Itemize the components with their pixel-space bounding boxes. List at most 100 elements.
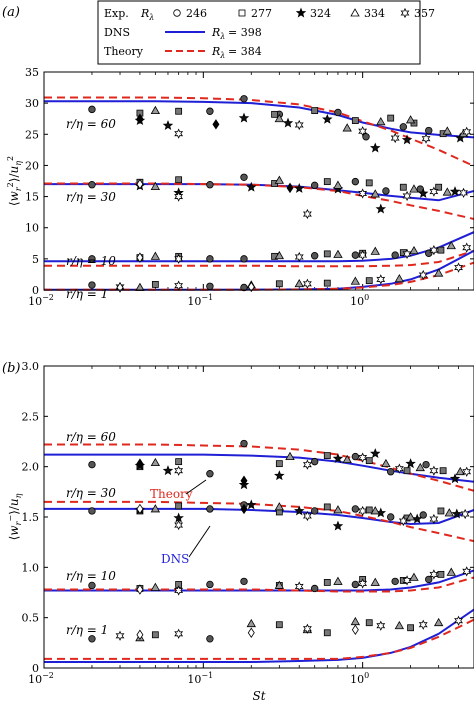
exp-point-277 [365, 277, 373, 285]
dns-curve [44, 608, 474, 663]
xtick-label: 10−1 [187, 671, 213, 686]
exp-point-357 [459, 187, 469, 198]
exp-point-334 [433, 268, 444, 277]
exp-point-246 [240, 255, 248, 263]
exp-point-357 [390, 132, 400, 144]
exp-point-334 [150, 251, 161, 260]
exp-point-277 [365, 179, 373, 187]
exp-point-334 [333, 180, 343, 189]
exp-point-diamond [136, 584, 144, 595]
exp-point-246 [240, 173, 248, 181]
exp-point-277 [323, 250, 331, 258]
exp-point-357 [294, 119, 304, 131]
legend-theory-value: = 384 [228, 45, 262, 58]
exp-point-246 [351, 505, 360, 513]
exp-point-334 [370, 577, 380, 586]
exp-point-246 [88, 635, 96, 643]
exp-point-277 [311, 107, 319, 115]
curve-label: r/η = 1 [66, 623, 108, 637]
exp-point-246 [88, 181, 96, 189]
exp-point-357 [174, 465, 184, 476]
theory-curve [44, 249, 474, 268]
legend-marker-246 [173, 9, 181, 17]
exp-point-246 [386, 468, 395, 476]
exp-point-324 [401, 134, 413, 145]
exp-point-277 [323, 503, 331, 511]
exp-point-246 [206, 107, 214, 115]
exp-point-277 [275, 621, 283, 629]
xtick-base: 10 [187, 295, 201, 308]
exp-point-357 [394, 463, 404, 474]
xtick-label: 10−2 [28, 293, 54, 308]
legend-marker-277 [238, 9, 246, 17]
exp-point-357 [358, 452, 368, 463]
exp-point-277 [175, 502, 183, 510]
legend-exp-R-sub: λ [148, 13, 154, 22]
exp-point-277 [151, 631, 159, 639]
curve-label: r/η = 10 [66, 254, 116, 268]
exp-point-diamond [116, 282, 124, 293]
panel-a-points [88, 95, 472, 293]
ytick-label: 15 [25, 191, 39, 204]
ytick-label: 20 [25, 159, 39, 172]
exp-point-324 [294, 182, 305, 193]
annotation-theory-pointer [185, 479, 207, 495]
panel-b-annotations: Theory DNS [150, 479, 211, 566]
exp-point-277 [365, 457, 373, 465]
xtick-exponent: −1 [201, 671, 213, 680]
exp-point-277 [275, 460, 283, 468]
exp-point-357 [358, 505, 368, 517]
annotation-theory: Theory [150, 487, 193, 501]
exp-point-334 [342, 454, 352, 464]
exp-point-334 [274, 502, 285, 511]
exp-point-324 [274, 470, 285, 481]
exp-point-357 [174, 253, 184, 264]
exp-point-334 [285, 451, 295, 460]
panel-b-ylabel: ⟨wr−⟩/uη [6, 493, 23, 540]
exp-point-324 [449, 186, 461, 197]
exp-point-277 [323, 178, 331, 186]
exp-point-357 [460, 508, 470, 520]
exp-point-246 [351, 580, 360, 589]
curve-label: r/η = 30 [66, 190, 116, 204]
exp-point-277 [175, 176, 183, 184]
exp-point-246 [206, 181, 214, 189]
exp-point-diamond [286, 182, 294, 194]
exp-point-diamond [136, 178, 144, 190]
exp-point-246 [240, 439, 248, 448]
exp-point-357 [454, 262, 464, 273]
exp-point-277 [323, 452, 331, 459]
exp-point-357 [302, 208, 312, 220]
ytick-label: 10 [25, 222, 39, 235]
panel-a-ylabel: ⟨wr2⟩/uη2 [6, 156, 23, 206]
exp-point-246 [88, 507, 96, 515]
exp-point-246 [422, 460, 430, 469]
exp-point-246 [88, 255, 96, 263]
xtick-base: 10 [28, 673, 42, 686]
theory-curve [44, 182, 474, 220]
legend-theory-R-letter: R [211, 45, 220, 58]
exp-point-324 [246, 499, 257, 510]
exp-point-334 [381, 458, 391, 468]
panel-b-frame [43, 365, 474, 669]
exp-point-357 [302, 623, 312, 634]
legend-dns-R-letter: R [211, 26, 220, 39]
exp-point-277 [403, 467, 411, 475]
exp-point-324 [173, 512, 184, 523]
exp-point-277 [271, 110, 278, 118]
legend-dns-R: Rλ [211, 26, 225, 41]
ytick-label: 0.5 [22, 612, 40, 625]
exp-point-357 [421, 133, 431, 144]
exp-point-324 [417, 187, 429, 198]
ytick-label: 5 [32, 253, 39, 266]
panel-b-points [88, 439, 472, 643]
exp-point-246 [206, 282, 214, 290]
exp-point-277 [365, 619, 373, 627]
exp-point-334 [405, 512, 416, 521]
exp-point-357 [398, 515, 408, 527]
exp-point-357 [429, 513, 439, 525]
exp-point-246 [386, 513, 395, 521]
exp-point-246 [399, 123, 408, 131]
curve-label: r/η = 60 [66, 117, 116, 131]
